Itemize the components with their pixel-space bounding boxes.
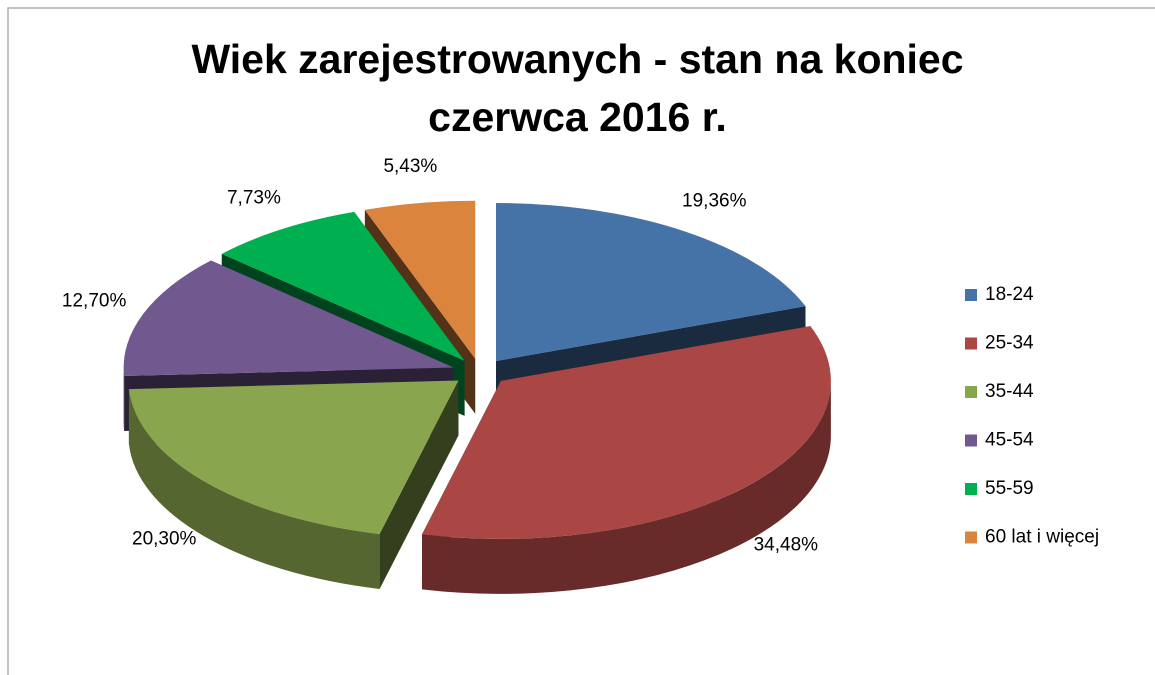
data-label: 7,73% (227, 187, 281, 208)
chart-title: Wiek zarejestrowanych - stan na koniec c… (191, 36, 964, 140)
data-label: 34,48% (754, 535, 819, 556)
title-box: Wiek zarejestrowanych - stan na koniec c… (0, 30, 1155, 146)
slice-wall (128, 389, 380, 589)
slice (364, 200, 476, 359)
frame (7, 7, 1155, 675)
legend-label: 25-34 (985, 333, 1034, 354)
legend-label: 60 lat i więcej (985, 527, 1099, 548)
slice (422, 326, 831, 539)
data-label: 19,36% (682, 190, 747, 211)
data-label: 12,70% (62, 291, 127, 312)
data-label: 5,43% (383, 156, 437, 177)
legend-label: 18-24 (985, 284, 1034, 305)
data-label: 20,30% (132, 529, 197, 550)
legend-label: 35-44 (985, 381, 1034, 402)
slice (221, 211, 465, 361)
legend-swatch (965, 483, 977, 495)
legend-swatch (965, 386, 977, 398)
legend-swatch (965, 434, 977, 447)
legend-swatch (965, 289, 977, 301)
slice (495, 202, 806, 361)
legend-swatch (965, 531, 977, 544)
slice (123, 260, 454, 377)
slice (128, 380, 459, 534)
legend-label: 45-54 (985, 430, 1034, 451)
legend-label: 55-59 (985, 478, 1034, 499)
slice-wall (422, 380, 831, 594)
legend-swatch (965, 337, 977, 350)
